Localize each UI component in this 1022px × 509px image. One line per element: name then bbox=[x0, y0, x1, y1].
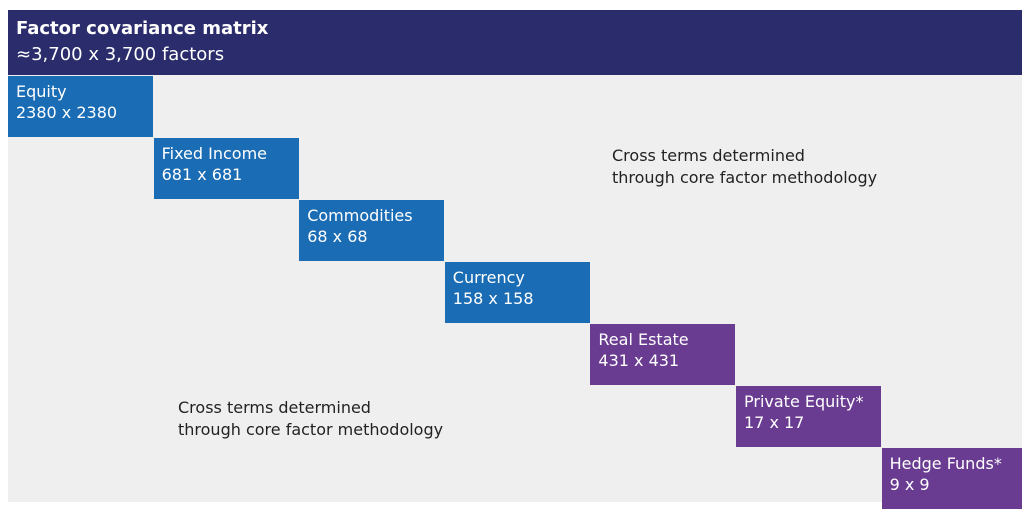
annotation-line: Cross terms determined bbox=[178, 398, 371, 417]
matrix-block: Equity 2380 x 2380 bbox=[8, 76, 153, 137]
block-label: Private Equity* bbox=[744, 392, 864, 411]
block-size: 17 x 17 bbox=[744, 413, 805, 432]
subtitle: ≈3,700 x 3,700 factors bbox=[16, 44, 225, 65]
annotation: Cross terms determined through core facto… bbox=[178, 397, 443, 441]
matrix-area: Equity 2380 x 2380 Fixed Income 681 x 681 Co… bbox=[8, 75, 1022, 509]
block-size: 681 x 681 bbox=[161, 165, 243, 184]
matrix-block: Currency 158 x 158 bbox=[444, 262, 590, 323]
block-label: Real Estate bbox=[598, 330, 689, 349]
title: Factor covariance matrix bbox=[16, 18, 269, 39]
block-size: 431 x 431 bbox=[598, 351, 680, 370]
block-label: Hedge Funds* bbox=[889, 454, 1002, 473]
block-size: 158 x 158 bbox=[452, 289, 534, 308]
block-label: Currency bbox=[452, 268, 525, 287]
matrix-block: Private Equity* 17 x 17 bbox=[736, 386, 881, 447]
block-label: Fixed Income bbox=[161, 144, 268, 163]
block-label: Equity bbox=[16, 82, 67, 101]
matrix-block: Fixed Income 681 x 681 bbox=[153, 138, 299, 199]
block-size: 68 x 68 bbox=[307, 227, 368, 246]
annotation: Cross terms determined through core facto… bbox=[612, 145, 877, 189]
matrix-block: Real Estate 431 x 431 bbox=[590, 324, 736, 385]
annotation-line: through core factor methodology bbox=[178, 420, 444, 439]
block-label: Commodities bbox=[307, 206, 413, 225]
annotation-line: Cross terms determined bbox=[612, 146, 805, 165]
header: Factor covariance matrix ≈3,700 x 3,700 … bbox=[8, 10, 1022, 75]
annotation-line: through core factor methodology bbox=[612, 168, 878, 187]
block-size: 9 x 9 bbox=[889, 475, 930, 494]
matrix-block: Commodities 68 x 68 bbox=[299, 200, 445, 261]
block-size: 2380 x 2380 bbox=[16, 103, 118, 122]
matrix-block: Hedge Funds* 9 x 9 bbox=[881, 448, 1022, 509]
